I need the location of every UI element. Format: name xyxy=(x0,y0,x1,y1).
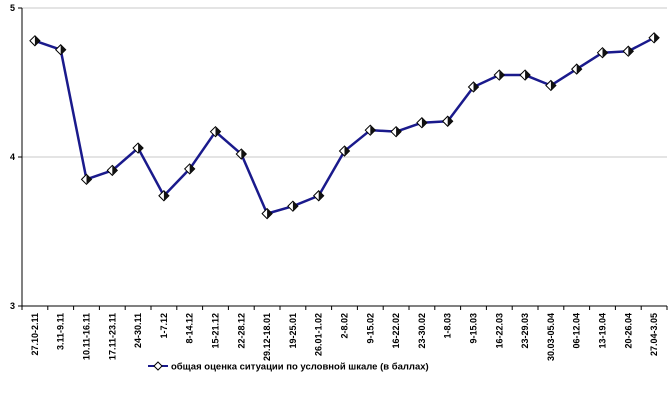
x-tick-label: 9-15.03 xyxy=(469,313,479,344)
x-tick-label: 30.03-05.04 xyxy=(546,313,556,361)
x-tick-label: 22-28.12 xyxy=(236,313,246,349)
legend: общая оценка ситуации по условной шкале … xyxy=(148,361,429,373)
data-point xyxy=(132,142,144,154)
x-tick-label: 20-26.04 xyxy=(623,313,633,349)
x-tick-label: 19-25.01 xyxy=(288,313,298,349)
x-tick-label: 9-15.02 xyxy=(365,313,375,344)
marker-shade xyxy=(60,44,66,55)
y-tick-label: 3 xyxy=(10,301,15,311)
marker-shade xyxy=(628,46,634,57)
y-tick-label: 4 xyxy=(10,152,15,162)
x-tick-label: 27.10-2.11 xyxy=(30,313,40,356)
x-tick-label: 15-21.12 xyxy=(211,313,221,349)
marker-shade xyxy=(138,143,144,154)
x-tick-label: 17.11-23.11 xyxy=(107,313,117,360)
marker-shade xyxy=(86,174,92,185)
data-point xyxy=(54,44,67,56)
data-point xyxy=(158,190,170,202)
data-point xyxy=(312,190,325,202)
x-tick-label: 06-12.04 xyxy=(572,313,582,349)
y-tick-label: 5 xyxy=(10,3,15,13)
marker-shade xyxy=(421,117,427,128)
data-point xyxy=(106,164,119,177)
x-tick-label: 24-30.11 xyxy=(133,313,143,348)
data-point xyxy=(209,125,222,138)
series xyxy=(29,32,660,220)
marker-shade xyxy=(499,70,505,81)
data-point xyxy=(29,35,41,47)
marker-shade xyxy=(215,126,221,137)
data-point xyxy=(519,69,531,81)
marker-shade xyxy=(189,163,195,174)
marker-shade xyxy=(447,116,453,127)
marker-shade xyxy=(344,146,350,157)
data-point xyxy=(648,32,660,44)
data-point xyxy=(364,124,377,136)
marker-shade xyxy=(525,70,531,81)
x-tick-label: 10.11-16.11 xyxy=(82,313,92,360)
x-tick-label: 3.11-9.11 xyxy=(56,313,66,350)
legend-label: общая оценка ситуации по условной шкале … xyxy=(171,362,429,373)
x-tick-label: 23-30.02 xyxy=(417,313,427,349)
marker-shade xyxy=(292,201,298,212)
data-point xyxy=(545,79,557,92)
marker-shade xyxy=(112,165,118,176)
marker-shade xyxy=(34,35,40,46)
series-line xyxy=(34,36,655,215)
data-point xyxy=(493,69,506,81)
data-point xyxy=(467,81,480,93)
x-tick-label: 16-22.03 xyxy=(494,313,504,349)
x-tick-label: 27.04-3.05 xyxy=(649,313,659,356)
x-tick-label: 2-8.02 xyxy=(340,313,350,339)
marker-shade xyxy=(241,149,247,160)
x-tick-label: 13-19.04 xyxy=(598,313,608,349)
marker-shade xyxy=(163,190,169,201)
legend-marker xyxy=(153,361,163,371)
data-point xyxy=(80,173,93,186)
x-tick-label: 23-29.03 xyxy=(520,313,530,349)
marker-shade xyxy=(654,32,660,43)
marker-shade xyxy=(550,80,556,91)
data-point xyxy=(441,115,454,127)
data-point xyxy=(622,45,635,57)
data-point xyxy=(287,200,299,212)
x-tick-label: 1-7.12 xyxy=(159,313,169,339)
data-point xyxy=(235,148,248,160)
x-tick-label: 26.01-1.02 xyxy=(314,313,324,356)
marker-shade xyxy=(370,125,376,136)
marker-shade xyxy=(602,47,608,58)
data-point xyxy=(570,63,583,75)
x-tick-label: 16-22.02 xyxy=(391,313,401,349)
data-point xyxy=(416,117,428,129)
x-ticks: 27.10-2.11 3.11-9.11 10.11-16.11 17.11-23.1… xyxy=(21,306,668,361)
data-point xyxy=(390,125,402,138)
marker-shade xyxy=(318,190,324,201)
x-tick-label: 29.12-18.01 xyxy=(262,313,272,361)
data-point xyxy=(183,163,196,175)
gridlines xyxy=(22,7,667,158)
marker-shade xyxy=(396,126,402,137)
y-ticks: 3 4 5 xyxy=(10,3,22,311)
marker-shade xyxy=(267,208,273,219)
data-point xyxy=(596,46,609,59)
x-tick-label: 8-14.12 xyxy=(185,313,195,344)
data-point xyxy=(261,207,273,220)
data-point xyxy=(338,145,351,157)
marker-shade xyxy=(576,64,582,75)
marker-shade xyxy=(473,81,479,92)
x-tick-label: 1-8.03 xyxy=(443,313,453,339)
